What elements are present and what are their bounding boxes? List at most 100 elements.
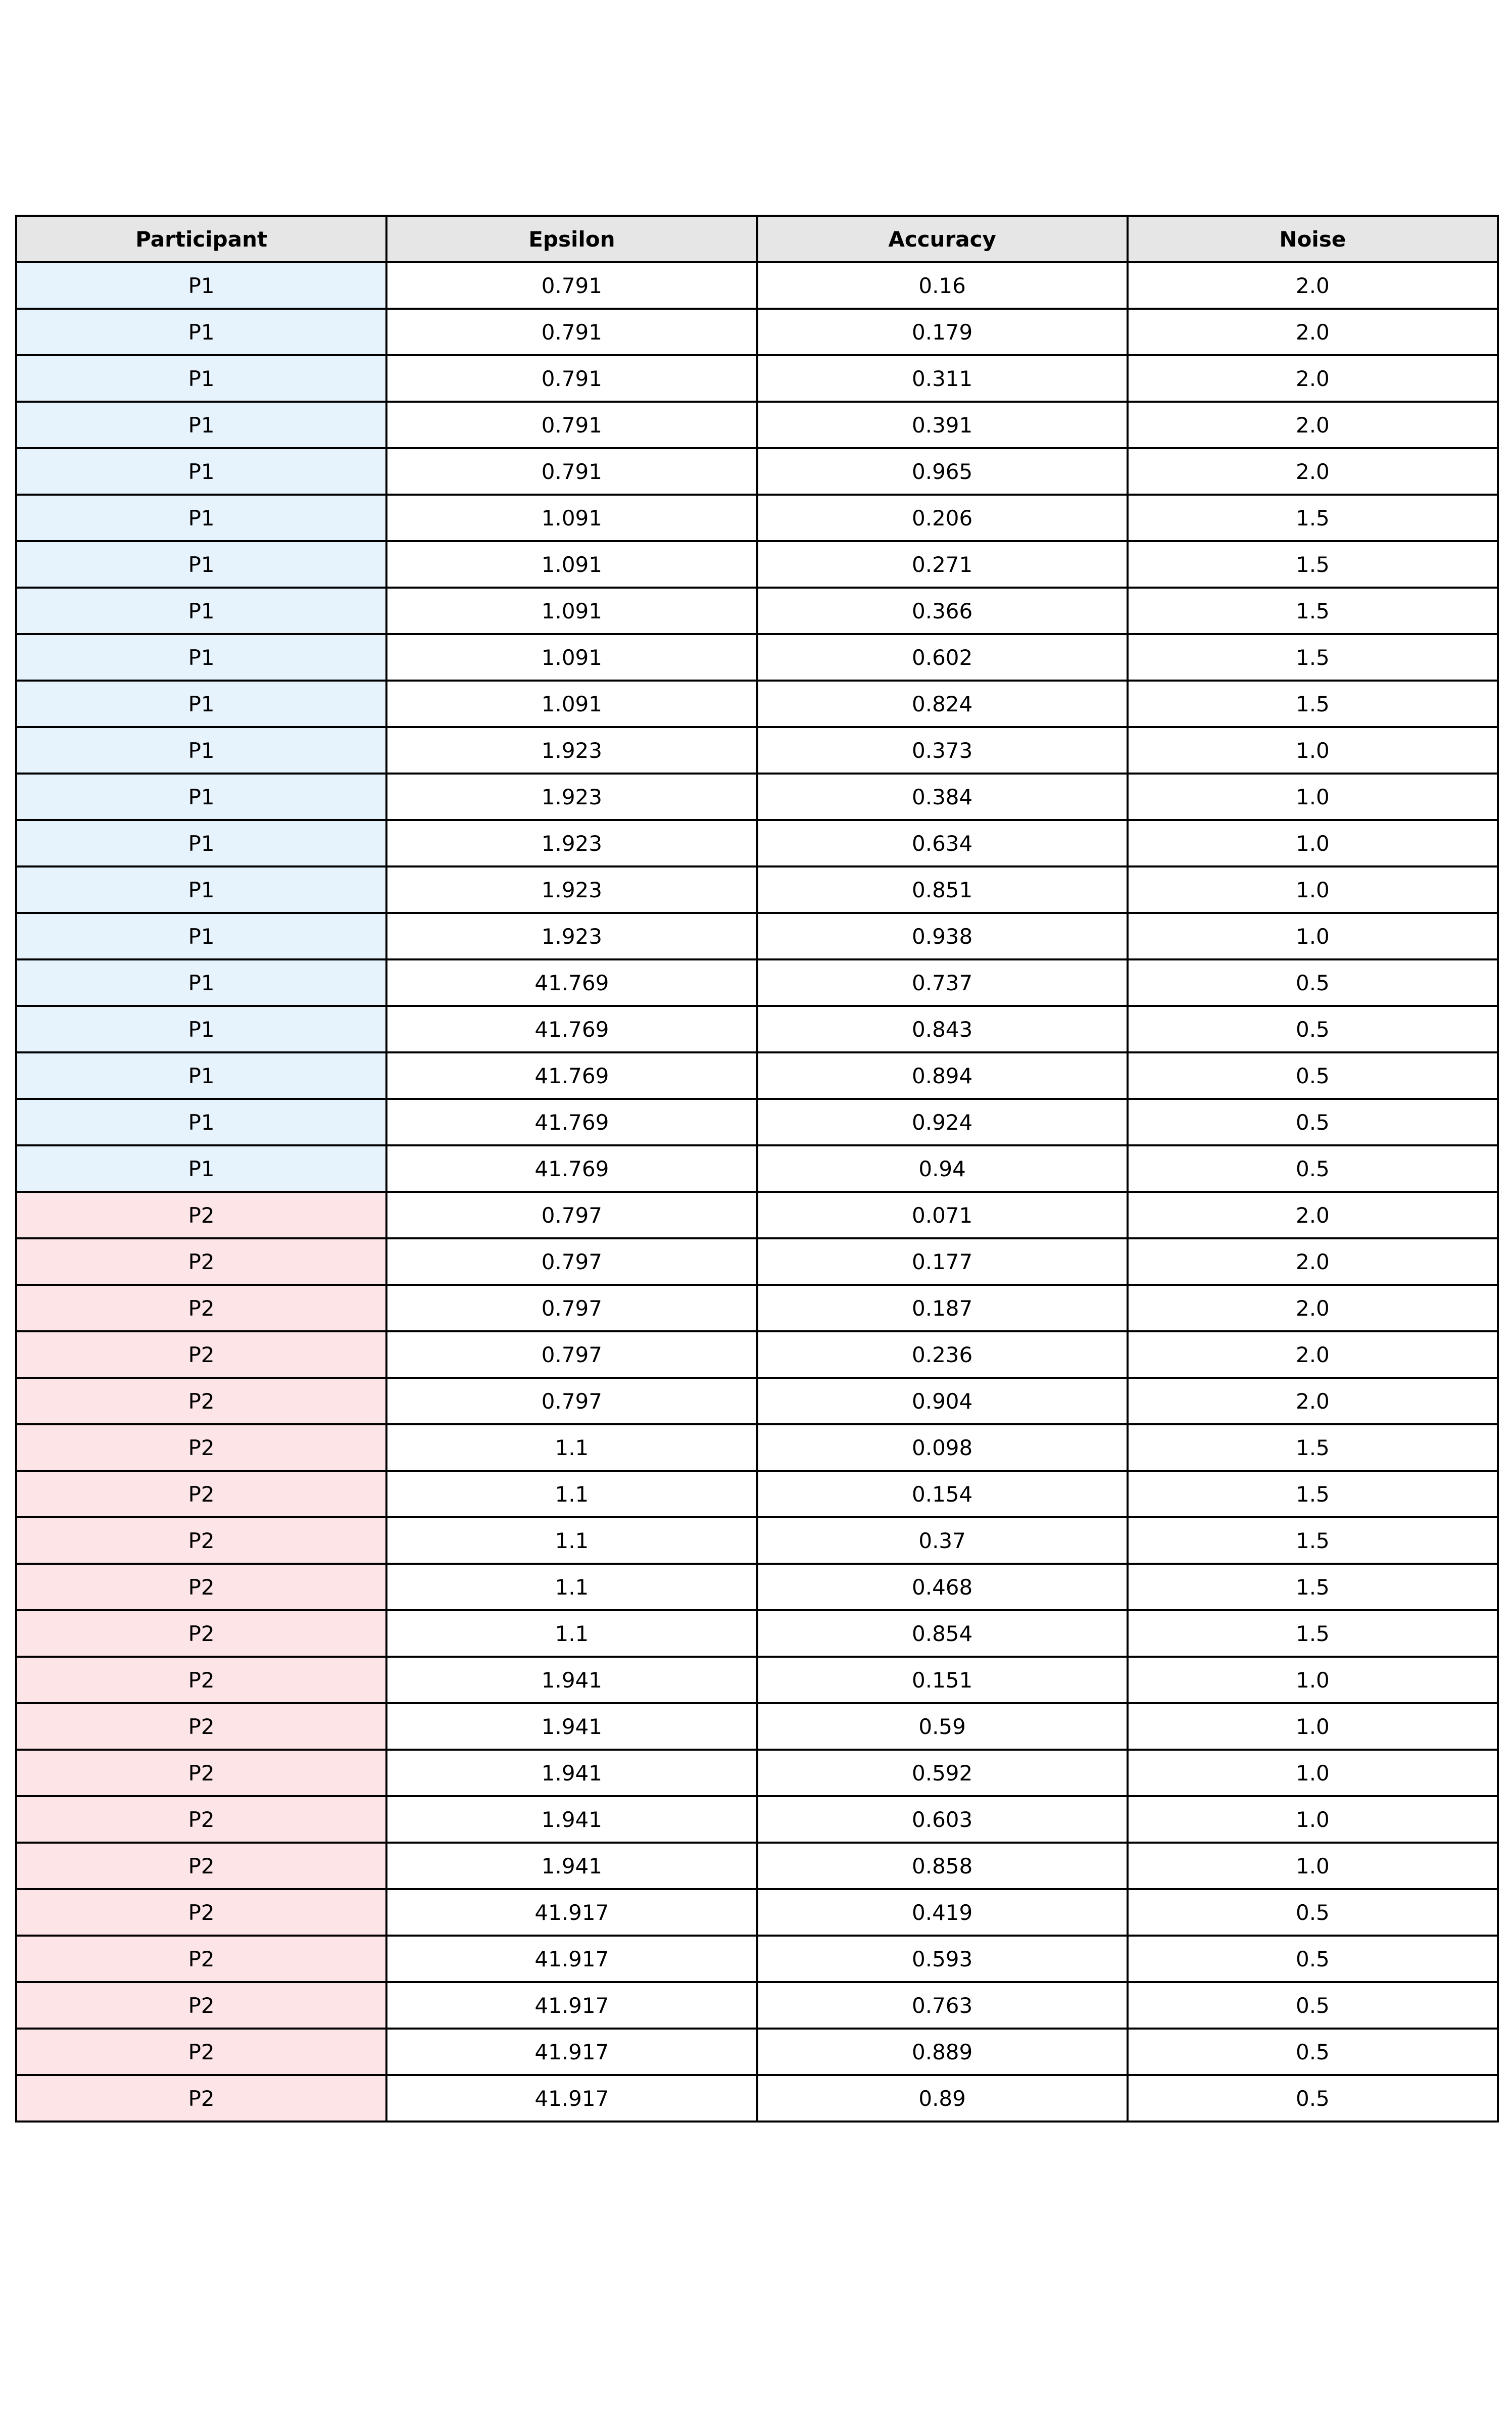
cell-epsilon: 1.923 bbox=[385, 726, 758, 775]
cell-participant: P2 bbox=[15, 1609, 388, 1658]
cell-epsilon: 1.091 bbox=[385, 540, 758, 589]
table-row: P1 0.791 0.16 2.0 bbox=[15, 261, 1499, 310]
table-row: P2 1.1 0.154 1.5 bbox=[15, 1470, 1499, 1518]
cell-epsilon: 41.917 bbox=[385, 1888, 758, 1937]
column-header-participant: Participant bbox=[15, 215, 388, 263]
cell-participant: P2 bbox=[15, 1516, 388, 1565]
table-row: P1 1.091 0.366 1.5 bbox=[15, 587, 1499, 635]
cell-accuracy: 0.854 bbox=[756, 1609, 1129, 1658]
cell-noise: 2.0 bbox=[1126, 447, 1499, 496]
cell-noise: 0.5 bbox=[1126, 1051, 1499, 1100]
cell-accuracy: 0.179 bbox=[756, 308, 1129, 356]
cell-participant: P1 bbox=[15, 726, 388, 775]
table-row: P2 1.1 0.37 1.5 bbox=[15, 1516, 1499, 1565]
cell-participant: P2 bbox=[15, 1935, 388, 1983]
cell-accuracy: 0.151 bbox=[756, 1656, 1129, 1704]
cell-noise: 1.0 bbox=[1126, 912, 1499, 960]
cell-accuracy: 0.737 bbox=[756, 958, 1129, 1007]
cell-epsilon: 1.923 bbox=[385, 912, 758, 960]
cell-accuracy: 0.858 bbox=[756, 1842, 1129, 1890]
table-row: P2 0.797 0.187 2.0 bbox=[15, 1284, 1499, 1332]
cell-participant: P1 bbox=[15, 773, 388, 821]
cell-accuracy: 0.763 bbox=[756, 1981, 1129, 2030]
cell-epsilon: 41.769 bbox=[385, 1098, 758, 1146]
cell-accuracy: 0.206 bbox=[756, 494, 1129, 542]
cell-noise: 2.0 bbox=[1126, 401, 1499, 449]
table-row: P2 1.1 0.098 1.5 bbox=[15, 1423, 1499, 1472]
cell-noise: 0.5 bbox=[1126, 958, 1499, 1007]
cell-epsilon: 1.923 bbox=[385, 773, 758, 821]
table-row: P1 1.923 0.634 1.0 bbox=[15, 819, 1499, 867]
column-header-noise: Noise bbox=[1126, 215, 1499, 263]
table-row: P1 41.769 0.924 0.5 bbox=[15, 1098, 1499, 1146]
cell-noise: 1.0 bbox=[1126, 865, 1499, 914]
cell-accuracy: 0.634 bbox=[756, 819, 1129, 867]
table-row: P1 41.769 0.843 0.5 bbox=[15, 1005, 1499, 1053]
table-row: P1 41.769 0.894 0.5 bbox=[15, 1051, 1499, 1100]
cell-noise: 1.0 bbox=[1126, 726, 1499, 775]
cell-participant: P1 bbox=[15, 912, 388, 960]
cell-participant: P1 bbox=[15, 958, 388, 1007]
table-row: P1 1.923 0.938 1.0 bbox=[15, 912, 1499, 960]
cell-accuracy: 0.373 bbox=[756, 726, 1129, 775]
cell-participant: P2 bbox=[15, 1423, 388, 1472]
cell-accuracy: 0.177 bbox=[756, 1237, 1129, 1286]
cell-epsilon: 0.797 bbox=[385, 1191, 758, 1239]
cell-epsilon: 1.091 bbox=[385, 494, 758, 542]
cell-noise: 1.5 bbox=[1126, 1563, 1499, 1611]
cell-noise: 0.5 bbox=[1126, 1144, 1499, 1193]
cell-noise: 2.0 bbox=[1126, 1377, 1499, 1425]
cell-participant: P2 bbox=[15, 1749, 388, 1797]
cell-participant: P2 bbox=[15, 1563, 388, 1611]
table-row: P2 1.941 0.603 1.0 bbox=[15, 1795, 1499, 1844]
cell-participant: P2 bbox=[15, 2074, 388, 2123]
cell-noise: 1.0 bbox=[1126, 1702, 1499, 1751]
cell-accuracy: 0.894 bbox=[756, 1051, 1129, 1100]
cell-epsilon: 0.797 bbox=[385, 1330, 758, 1379]
cell-participant: P1 bbox=[15, 633, 388, 682]
cell-noise: 1.0 bbox=[1126, 1795, 1499, 1844]
cell-noise: 0.5 bbox=[1126, 2028, 1499, 2076]
cell-epsilon: 1.941 bbox=[385, 1656, 758, 1704]
cell-epsilon: 1.941 bbox=[385, 1749, 758, 1797]
table-row: P2 0.797 0.071 2.0 bbox=[15, 1191, 1499, 1239]
cell-noise: 1.5 bbox=[1126, 494, 1499, 542]
cell-participant: P1 bbox=[15, 1144, 388, 1193]
table-row: P1 1.923 0.373 1.0 bbox=[15, 726, 1499, 775]
cell-epsilon: 1.923 bbox=[385, 819, 758, 867]
cell-epsilon: 0.797 bbox=[385, 1237, 758, 1286]
table-row: P2 41.917 0.419 0.5 bbox=[15, 1888, 1499, 1937]
table-row: P2 41.917 0.593 0.5 bbox=[15, 1935, 1499, 1983]
cell-accuracy: 0.419 bbox=[756, 1888, 1129, 1937]
cell-noise: 2.0 bbox=[1126, 1237, 1499, 1286]
table-row: P1 0.791 0.391 2.0 bbox=[15, 401, 1499, 449]
cell-participant: P1 bbox=[15, 261, 388, 310]
cell-epsilon: 1.923 bbox=[385, 865, 758, 914]
cell-participant: P1 bbox=[15, 308, 388, 356]
table-row: P1 41.769 0.737 0.5 bbox=[15, 958, 1499, 1007]
table-body: P1 0.791 0.16 2.0 P1 0.791 0.179 2.0 P1 0.791 0.31… bbox=[15, 261, 1499, 2123]
header-row: Participant Epsilon Accuracy Noise bbox=[15, 215, 1499, 263]
table-row: P2 1.941 0.151 1.0 bbox=[15, 1656, 1499, 1704]
cell-noise: 1.5 bbox=[1126, 587, 1499, 635]
cell-accuracy: 0.602 bbox=[756, 633, 1129, 682]
cell-noise: 0.5 bbox=[1126, 1098, 1499, 1146]
cell-noise: 1.5 bbox=[1126, 680, 1499, 728]
cell-accuracy: 0.94 bbox=[756, 1144, 1129, 1193]
cell-participant: P2 bbox=[15, 1842, 388, 1890]
cell-accuracy: 0.904 bbox=[756, 1377, 1129, 1425]
cell-participant: P1 bbox=[15, 680, 388, 728]
cell-participant: P1 bbox=[15, 1051, 388, 1100]
cell-accuracy: 0.098 bbox=[756, 1423, 1129, 1472]
cell-accuracy: 0.592 bbox=[756, 1749, 1129, 1797]
cell-epsilon: 1.941 bbox=[385, 1702, 758, 1751]
cell-participant: P2 bbox=[15, 1377, 388, 1425]
cell-accuracy: 0.384 bbox=[756, 773, 1129, 821]
table-row: P1 41.769 0.94 0.5 bbox=[15, 1144, 1499, 1193]
cell-participant: P2 bbox=[15, 1330, 388, 1379]
cell-participant: P1 bbox=[15, 865, 388, 914]
column-header-accuracy: Accuracy bbox=[756, 215, 1129, 263]
cell-accuracy: 0.89 bbox=[756, 2074, 1129, 2123]
cell-participant: P1 bbox=[15, 1005, 388, 1053]
cell-epsilon: 41.917 bbox=[385, 1981, 758, 2030]
